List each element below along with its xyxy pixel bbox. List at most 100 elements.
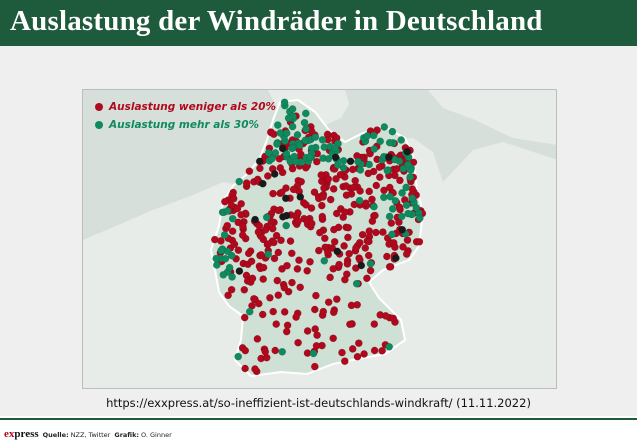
low-utilization-dot: [277, 236, 285, 245]
low-utilization-dot: [391, 243, 399, 251]
high-utilization-dot: [379, 193, 388, 202]
high-utilization-dot: [288, 144, 296, 153]
low-utilization-dot: [344, 223, 353, 232]
low-utilization-dot: [259, 263, 268, 272]
low-utilization-dot: [335, 260, 343, 269]
high-utilization-dot: [380, 123, 389, 131]
low-utilization-dot: [241, 364, 249, 373]
low-utilization-dot: [354, 339, 363, 347]
low-utilization-dot: [229, 194, 238, 203]
low-utilization-dot: [375, 163, 384, 171]
high-utilization-dot: [301, 136, 309, 145]
low-utilization-dot: [341, 208, 349, 216]
low-utilization-dot: [271, 346, 279, 355]
high-utilization-dot: [284, 114, 293, 123]
high-utilization-dot: [383, 166, 392, 175]
low-utilization-dot: [238, 231, 247, 239]
low-utilization-dot: [368, 195, 376, 204]
low-utilization-dot: [286, 237, 295, 245]
low-utilization-dot: [310, 305, 319, 314]
overlap-dot: [282, 211, 291, 220]
overlap-dot: [392, 254, 400, 262]
low-utilization-dot: [303, 266, 311, 275]
low-utilization-dot: [347, 301, 356, 310]
low-utilization-dot: [319, 307, 328, 316]
low-utilization-dot: [320, 234, 329, 243]
high-utilization-dot: [397, 136, 406, 144]
high-utilization-dot: [217, 246, 225, 255]
low-utilization-dot: [334, 223, 343, 232]
low-utilization-dot: [250, 294, 258, 303]
high-utilization-dot: [404, 160, 412, 169]
overlap-dot: [270, 170, 279, 178]
low-utilization-dot: [342, 182, 350, 190]
high-utilization-dot: [300, 118, 309, 127]
low-utilization-dot: [245, 167, 254, 175]
low-utilization-dot: [311, 325, 319, 333]
low-utilization-dot: [223, 221, 232, 230]
low-utilization-dot: [283, 261, 291, 270]
low-utilization-dot: [282, 327, 291, 336]
low-utilization-dot: [315, 228, 324, 237]
high-utilization-dot: [388, 205, 397, 213]
high-utilization-dot: [365, 160, 374, 169]
high-utilization-dot: [282, 129, 291, 138]
high-utilization-dot: [318, 136, 327, 144]
low-utilization-dot: [306, 257, 314, 266]
high-utilization-dot: [288, 122, 297, 131]
low-utilization-dot: [368, 217, 377, 225]
high-utilization-dot: [264, 149, 273, 157]
high-utilization-dot: [391, 197, 400, 205]
low-utilization-dot: [307, 219, 316, 228]
wind-turbine-dots: [210, 98, 427, 376]
source-value: NZZ, Twitter: [70, 431, 111, 439]
high-utilization-dot: [212, 254, 220, 263]
low-utilization-dot: [332, 209, 341, 218]
high-utilization-dot: [385, 212, 394, 221]
low-utilization-dot: [292, 313, 300, 321]
low-utilization-dot: [378, 346, 386, 355]
high-utilization-dot: [388, 230, 396, 239]
low-utilization-dot: [340, 242, 348, 250]
high-utilization-dot: [385, 138, 394, 147]
high-utilization-dot: [370, 145, 379, 153]
high-utilization-dot: [302, 125, 310, 133]
overlap-dot: [385, 153, 393, 161]
low-utilization-dot: [393, 165, 401, 173]
low-utilization-dot: [386, 262, 395, 271]
low-utilization-dot: [234, 218, 242, 227]
high-utilization-dot: [292, 157, 300, 166]
low-utilization-dot: [326, 195, 335, 204]
high-utilization-dot: [324, 155, 333, 163]
low-utilization-dot: [317, 201, 326, 210]
footer-bar: [0, 418, 637, 448]
map-legend: Auslastung weniger als 20% Auslastung me…: [95, 98, 276, 134]
low-utilization-dot: [317, 171, 325, 179]
low-utilization-dot: [242, 179, 251, 187]
high-utilization-dot: [264, 250, 273, 259]
overlap-dot: [398, 225, 407, 234]
low-utilization-dot: [221, 197, 229, 206]
low-utilization-dot: [370, 320, 379, 328]
footer-divider: [0, 418, 637, 420]
high-utilization-dot: [228, 273, 236, 281]
high-utilization-dot: [276, 129, 285, 137]
low-utilization-dot: [234, 246, 243, 254]
high-utilization-dot: [415, 214, 424, 222]
header-bar: Auslastung der Windräder in Deutschland: [0, 0, 637, 46]
low-utilization-dot: [348, 345, 357, 353]
low-utilization-dot: [274, 291, 283, 299]
low-utilization-dot: [307, 204, 316, 212]
high-utilization-dot: [311, 133, 320, 141]
source-url[interactable]: https://exxpress.at/so-ineffizient-ist-d…: [106, 396, 531, 410]
low-utilization-dot: [326, 273, 334, 282]
low-utilization-dot: [247, 257, 256, 266]
overlap-dot: [251, 215, 259, 224]
low-utilization-dot: [230, 240, 239, 249]
low-utilization-dot: [329, 264, 337, 273]
low-utilization-dot: [329, 185, 338, 193]
high-utilization-dot: [282, 149, 291, 158]
low-utilization-dot: [296, 283, 304, 292]
low-utilization-dot: [372, 228, 380, 237]
high-utilization-dot: [366, 259, 375, 268]
